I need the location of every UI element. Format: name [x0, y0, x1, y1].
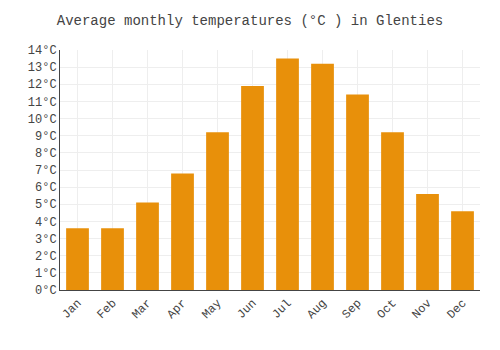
svg-text:8°C: 8°C: [35, 147, 57, 161]
svg-text:Apr: Apr: [164, 297, 189, 322]
svg-text:14°C: 14°C: [28, 44, 57, 58]
svg-text:5°C: 5°C: [35, 198, 57, 212]
svg-text:6°C: 6°C: [35, 181, 57, 195]
svg-text:10°C: 10°C: [28, 113, 57, 127]
svg-text:Sep: Sep: [339, 297, 364, 322]
svg-text:13°C: 13°C: [28, 61, 57, 75]
svg-text:Dec: Dec: [444, 297, 469, 322]
svg-text:Nov: Nov: [409, 297, 434, 322]
svg-text:Mar: Mar: [129, 297, 154, 322]
svg-text:4°C: 4°C: [35, 216, 57, 230]
svg-text:Average monthly temperatures (: Average monthly temperatures (°C ) in Gl…: [57, 13, 443, 29]
svg-text:2°C: 2°C: [35, 250, 57, 264]
svg-text:7°C: 7°C: [35, 164, 57, 178]
svg-text:0°C: 0°C: [35, 284, 57, 298]
svg-text:9°C: 9°C: [35, 130, 57, 144]
svg-text:1°C: 1°C: [35, 267, 57, 281]
svg-text:Jul: Jul: [269, 297, 294, 322]
svg-text:Feb: Feb: [94, 297, 119, 322]
svg-text:Jun: Jun: [234, 297, 259, 322]
svg-text:May: May: [199, 297, 224, 322]
svg-text:Jan: Jan: [59, 297, 84, 322]
svg-text:3°C: 3°C: [35, 233, 57, 247]
svg-text:Aug: Aug: [304, 297, 329, 322]
svg-text:Oct: Oct: [374, 297, 399, 322]
svg-text:12°C: 12°C: [28, 78, 57, 92]
svg-text:11°C: 11°C: [28, 96, 57, 110]
